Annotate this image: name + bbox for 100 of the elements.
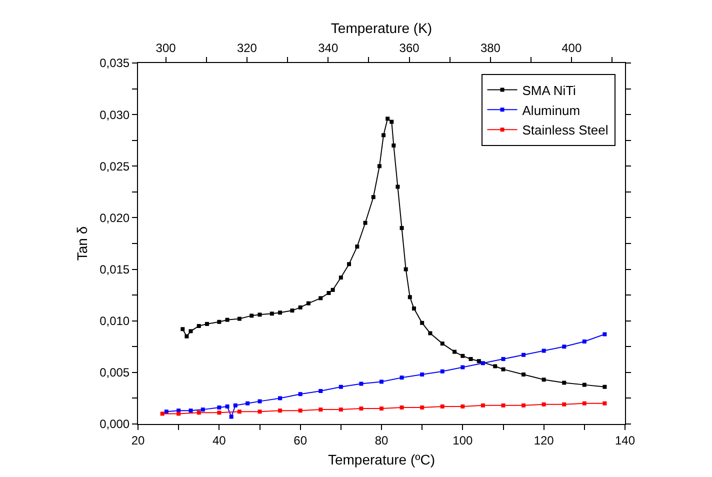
point	[225, 404, 230, 408]
point	[298, 305, 302, 310]
point	[420, 372, 424, 376]
point	[400, 406, 404, 410]
point	[390, 120, 394, 124]
point	[408, 295, 412, 300]
point	[501, 403, 506, 408]
point	[562, 380, 566, 385]
point	[338, 276, 343, 280]
y-axis-title: Tan δ	[74, 226, 90, 261]
point	[250, 314, 254, 318]
point	[200, 408, 205, 412]
point	[196, 324, 201, 328]
point	[278, 310, 282, 315]
legend-label: SMA NiTi	[522, 82, 576, 98]
point	[420, 320, 424, 325]
point	[480, 361, 485, 366]
point	[452, 350, 457, 354]
legend-label: Stainless Steel	[522, 122, 608, 138]
point	[237, 410, 242, 414]
point	[396, 184, 400, 189]
x-tick-label: 80	[374, 433, 388, 448]
point	[468, 357, 473, 362]
point	[382, 133, 386, 138]
x-tick-label: 140	[614, 433, 636, 448]
point	[347, 262, 352, 266]
point	[258, 399, 262, 404]
point	[330, 288, 335, 292]
point	[522, 352, 526, 357]
point	[582, 339, 586, 344]
x-tick-label: 100	[452, 433, 473, 448]
point	[318, 408, 323, 412]
point	[338, 384, 343, 389]
point	[229, 414, 234, 419]
point	[204, 322, 209, 326]
y-tick-label: 0,005	[100, 366, 130, 380]
point	[318, 388, 323, 393]
point	[493, 364, 498, 368]
point	[542, 378, 546, 382]
point	[380, 406, 384, 411]
point	[180, 327, 185, 332]
x2-tick-label: 320	[236, 41, 258, 56]
point	[338, 408, 343, 412]
point	[377, 164, 382, 168]
point	[582, 401, 586, 406]
point	[355, 244, 360, 249]
x2-tick-label: 400	[562, 41, 582, 56]
point	[562, 402, 566, 406]
point	[404, 267, 408, 272]
point	[380, 380, 384, 384]
point	[501, 367, 506, 372]
point	[460, 404, 465, 408]
point	[188, 329, 193, 334]
point	[298, 392, 302, 396]
point	[602, 384, 607, 389]
point	[542, 348, 546, 353]
point	[460, 365, 465, 370]
x-axis-title: Temperature (ºC)	[328, 452, 436, 468]
x2-tick-label: 300	[156, 41, 176, 56]
point	[522, 403, 526, 408]
y-tick-label: 0,015	[100, 262, 130, 276]
x-tick-label: 40	[212, 433, 226, 448]
y-tick-label: 0,000	[100, 417, 130, 432]
point	[225, 318, 230, 322]
y-tick-label: 0,030	[100, 108, 130, 122]
point	[326, 291, 331, 296]
point	[298, 408, 302, 413]
x2-tick-label: 360	[399, 41, 420, 56]
point	[440, 404, 444, 408]
point	[363, 220, 368, 225]
point	[562, 344, 566, 349]
point	[412, 306, 416, 310]
x2-tick-label: 340	[318, 41, 338, 56]
point	[196, 410, 201, 415]
point	[602, 401, 607, 406]
point	[460, 354, 465, 358]
y-tick-label: 0,020	[100, 210, 130, 225]
point	[258, 410, 262, 414]
point	[542, 402, 546, 406]
point	[386, 116, 390, 121]
point	[359, 406, 364, 411]
x-tick-label: 60	[294, 433, 308, 448]
point	[160, 412, 164, 416]
point	[217, 320, 222, 324]
point	[522, 372, 526, 376]
point	[359, 382, 364, 386]
point	[318, 296, 323, 300]
point	[582, 382, 586, 387]
point	[188, 408, 193, 413]
point	[420, 406, 424, 410]
point	[278, 408, 282, 413]
point	[246, 401, 250, 406]
point	[400, 376, 404, 380]
point	[217, 406, 222, 410]
x-tick-label: 120	[534, 433, 554, 448]
y-tick-label: 0,035	[100, 56, 130, 70]
point	[392, 144, 396, 148]
point	[258, 312, 262, 317]
point	[501, 357, 506, 362]
point	[290, 308, 294, 313]
